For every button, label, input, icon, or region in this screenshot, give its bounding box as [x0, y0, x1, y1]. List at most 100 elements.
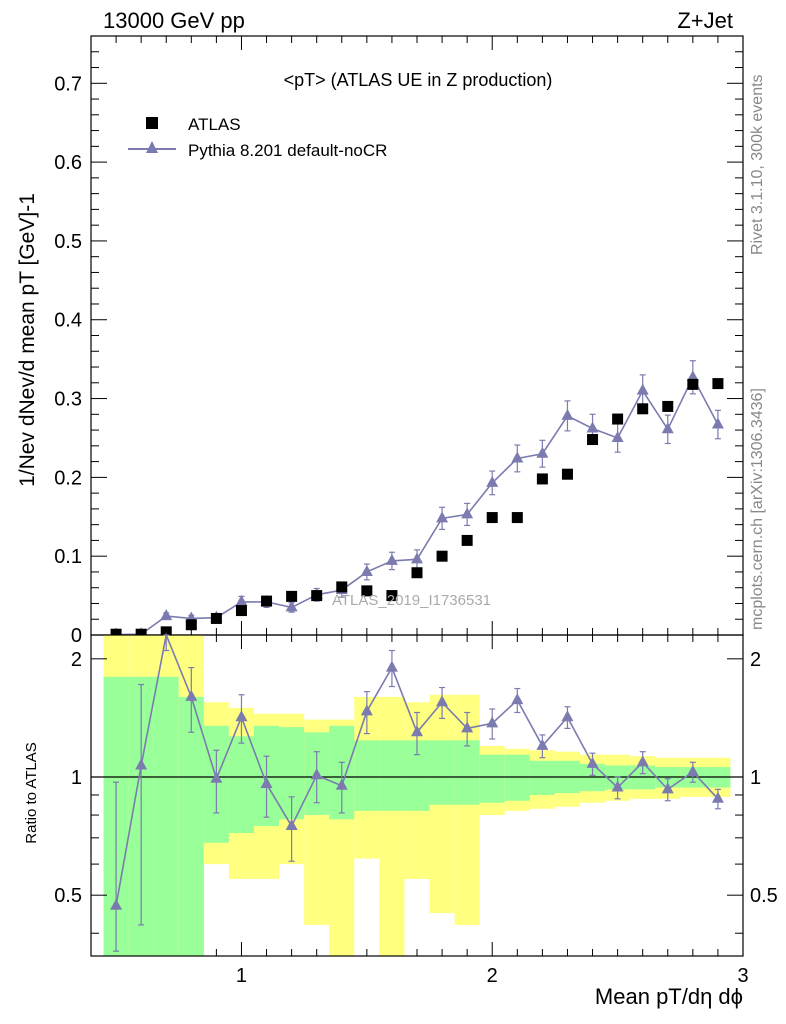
mc-point: [686, 370, 699, 382]
band-inner: [429, 740, 455, 805]
y-tick-label: 0.4: [54, 310, 82, 332]
ratio-tick-label-left: 0.5: [54, 885, 82, 907]
ratio-point: [260, 776, 273, 788]
atlas-point: [311, 590, 323, 602]
atlas-point: [436, 550, 448, 562]
legend-mc-label: Pythia 8.201 default-noCR: [188, 141, 387, 160]
mc-point: [586, 421, 599, 433]
ratio-point: [511, 693, 524, 705]
ratio-point: [661, 782, 674, 794]
ratio-tick-label-right: 0.5: [750, 885, 778, 907]
band-inner: [479, 754, 505, 803]
atlas-point: [210, 612, 222, 624]
ylabel: 1/Nev dNev/d mean pT [GeV]-1: [16, 193, 39, 487]
ratio-point: [210, 771, 223, 783]
y-tick-label: 0.5: [54, 231, 82, 253]
atlas-point: [411, 567, 423, 579]
ratio-point: [711, 791, 724, 803]
ratio-point: [611, 780, 624, 792]
atlas-point: [286, 590, 298, 602]
atlas-point: [511, 512, 523, 524]
band-inner: [454, 740, 480, 805]
ratio-point: [636, 755, 649, 767]
mc-point: [661, 422, 674, 434]
mc-point: [160, 609, 173, 621]
ratio-tick-label-right: 2: [750, 649, 761, 671]
mc-point: [611, 430, 624, 442]
atlas-point: [160, 626, 172, 638]
band-inner: [379, 740, 405, 811]
mc-point: [235, 594, 248, 606]
header-right: Z+Jet: [677, 8, 733, 33]
ratio-tick-label-left: 1: [71, 767, 82, 789]
y-tick-label: 0.1: [54, 546, 82, 568]
atlas-point: [612, 413, 624, 425]
mc-point: [561, 408, 574, 420]
ratio-point: [285, 819, 298, 831]
ratio-point: [235, 710, 248, 722]
ratio-point: [335, 778, 348, 790]
atlas-point: [336, 581, 348, 593]
mc-point: [461, 507, 474, 519]
y-tick-label: 0.2: [54, 467, 82, 489]
ratio-tick-label-right: 1: [750, 767, 761, 789]
watermark: ATLAS_2019_I1736531: [332, 592, 491, 609]
band-outer: [379, 696, 405, 956]
ratio-point: [135, 758, 148, 770]
mc-point: [511, 451, 524, 463]
band-inner: [504, 754, 530, 801]
atlas-point: [561, 468, 573, 480]
atlas-point: [712, 378, 724, 390]
ratio-point: [461, 721, 474, 733]
atlas-point: [461, 534, 473, 546]
ratio-point: [686, 764, 699, 776]
atlas-point: [110, 628, 122, 640]
band-inner: [153, 676, 179, 956]
mc-point: [436, 511, 449, 523]
y-tick-label: 0: [71, 625, 82, 647]
ratio-point: [561, 710, 574, 722]
mc-point: [636, 383, 649, 395]
main-panel: 0 0.1 0.2 0.3 0.4 0.5 0.6 0.7: [54, 35, 744, 956]
atlas-point: [261, 595, 273, 607]
mc-point: [536, 446, 549, 458]
ratio-point: [411, 725, 423, 737]
ratio-panel: 1 2 3 0.5 0.5 1 1 2 2: [54, 632, 778, 987]
atlas-point: [637, 403, 649, 415]
atlas-point: [536, 473, 548, 485]
atlas-point: [135, 628, 147, 640]
x-tick-label: 3: [737, 965, 748, 987]
legend-mc-marker: [146, 141, 158, 153]
ratio-tick-label-left: 2: [71, 649, 82, 671]
band-inner: [529, 760, 555, 795]
side-label-top: Rivet 3.1.10, 300k events: [749, 74, 766, 255]
y-tick-label: 0.3: [54, 389, 82, 411]
legend-atlas-label: ATLAS: [188, 115, 241, 134]
x-tick-label: 2: [487, 965, 498, 987]
ratio-point: [436, 695, 449, 707]
ratio-point: [360, 704, 373, 716]
legend-atlas-marker: [146, 117, 158, 129]
band-inner: [354, 740, 380, 811]
ratio-point: [185, 689, 198, 701]
band-inner: [228, 736, 254, 834]
mc-point: [285, 600, 298, 612]
ratio-point: [110, 898, 123, 910]
y-tick-label: 0.7: [54, 73, 82, 95]
side-label-bottom: mcplots.cern.ch [arXiv:1306.3436]: [749, 388, 766, 630]
mc-point: [711, 417, 724, 429]
atlas-point: [386, 590, 398, 602]
x-tick-label: 1: [236, 965, 247, 987]
atlas-point: [361, 585, 373, 597]
atlas-point: [185, 619, 197, 631]
band-inner: [178, 696, 204, 956]
chart-title: <pT> (ATLAS UE in Z production): [284, 70, 553, 90]
ratio-point: [586, 756, 599, 768]
mc-point: [385, 553, 398, 565]
ratio-point: [385, 660, 398, 672]
header-left: 13000 GeV pp: [103, 8, 245, 33]
mc-point: [411, 552, 423, 564]
atlas-point: [235, 605, 247, 617]
mc-point: [360, 564, 373, 576]
